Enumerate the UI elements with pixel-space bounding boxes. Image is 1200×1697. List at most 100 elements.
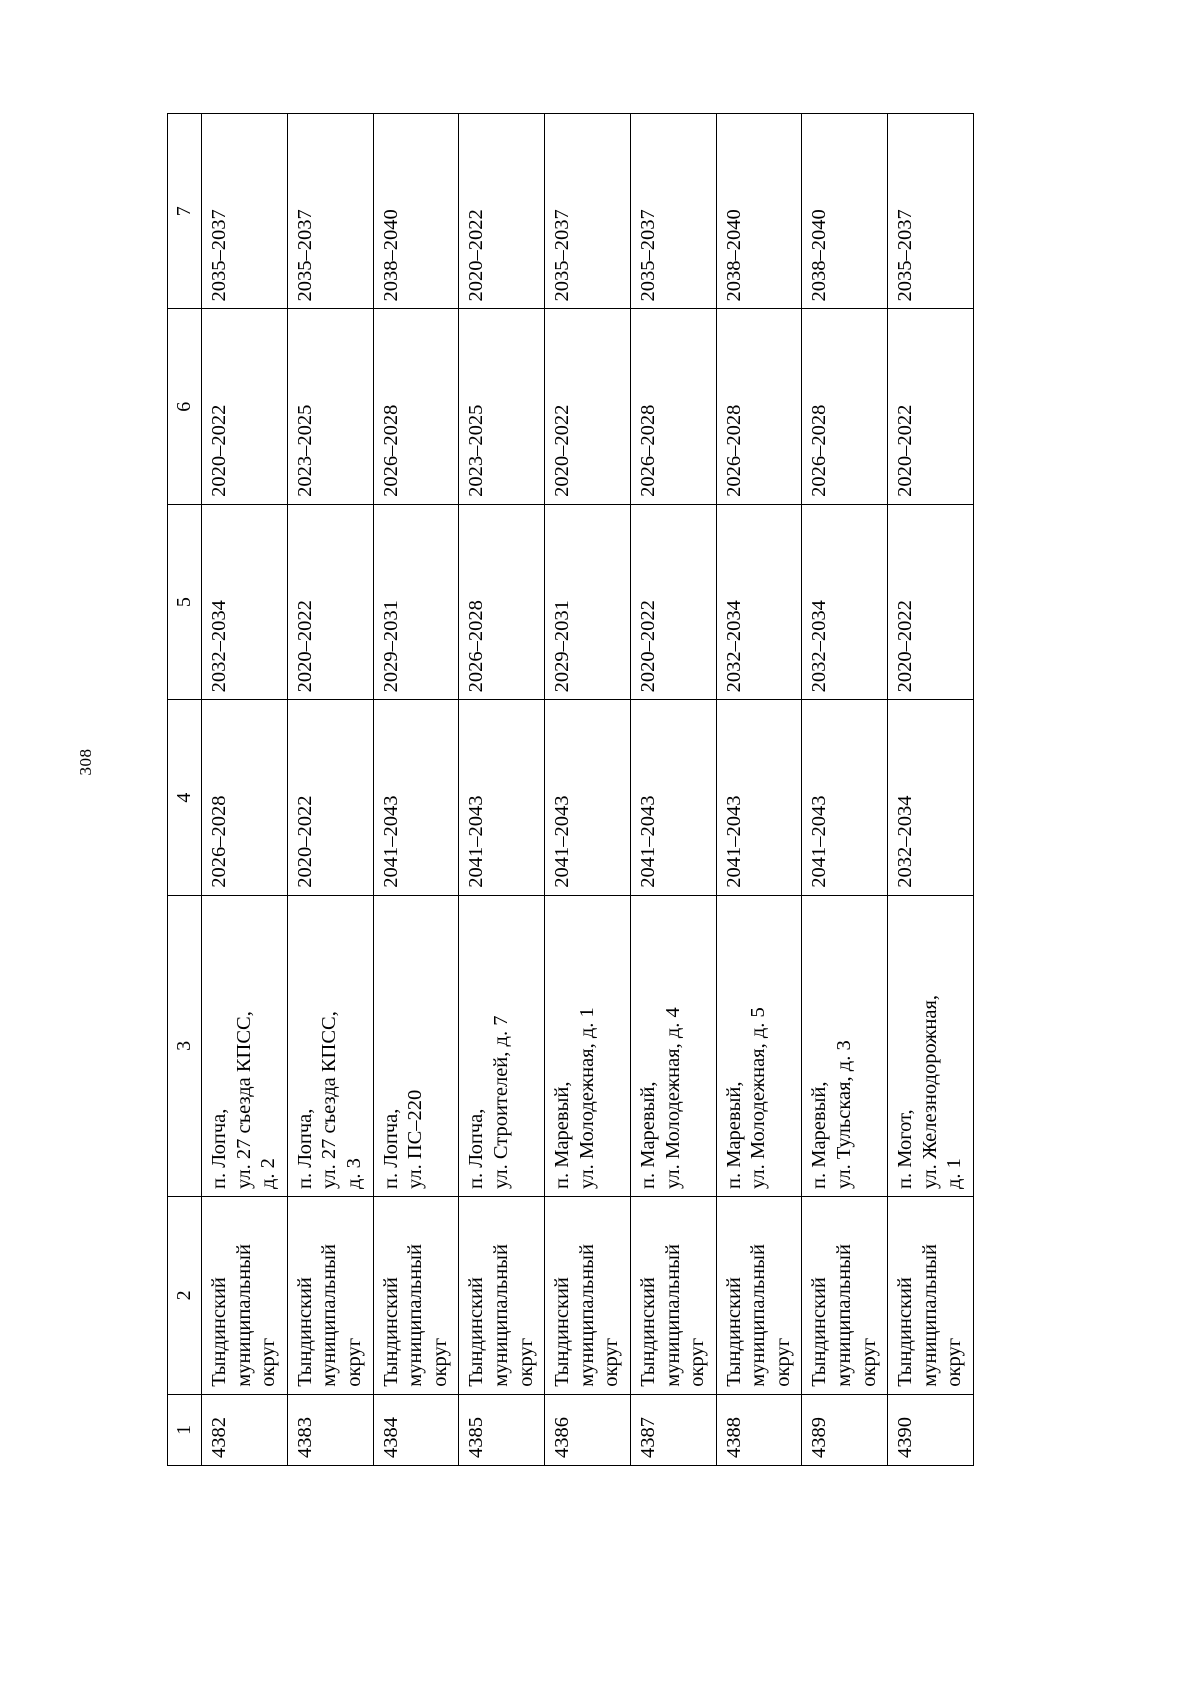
period-cell-7: 2035–2037 bbox=[887, 113, 974, 309]
period-cell-4: 2041–2043 bbox=[801, 699, 888, 896]
period-cell-6: 2020–2022 bbox=[544, 308, 631, 505]
table-row: 4390 Тындинский муниципальный округ п. Мог… bbox=[887, 113, 974, 1466]
address-cell: п. Маревый, ул. Молодежная, д. 4 bbox=[630, 895, 717, 1197]
period-cell-5: 2026–2028 bbox=[458, 504, 545, 700]
address-line: ул. 27 съезда КПСС, bbox=[232, 1011, 255, 1189]
period-cell-6: 2026–2028 bbox=[801, 308, 888, 505]
period-cell-4: 2041–2043 bbox=[373, 699, 459, 896]
row-id-cell: 4387 bbox=[630, 1394, 717, 1466]
address-line: п. Маревый, bbox=[808, 1081, 831, 1189]
municipality-cell: Тындинский муниципальный округ bbox=[287, 1196, 374, 1395]
period-cell-6: 2020–2022 bbox=[887, 308, 974, 505]
address-cell: п. Маревый, ул. Молодежная, д. 5 bbox=[716, 895, 802, 1197]
row-id-cell: 4388 bbox=[716, 1394, 802, 1466]
column-header-2: 2 bbox=[167, 1196, 202, 1395]
period-cell-5: 2032–2034 bbox=[201, 504, 288, 700]
address-line: д. 2 bbox=[257, 1158, 280, 1189]
address-cell: п. Маревый, ул. Молодежная, д. 1 bbox=[544, 895, 631, 1197]
address-line: ул. Молодежная, д. 1 bbox=[575, 1007, 598, 1189]
period-cell-5: 2032–2034 bbox=[801, 504, 888, 700]
table-row: 4389 Тындинский муниципальный округ п. Мар… bbox=[801, 113, 888, 1466]
table-row: 4387 Тындинский муниципальный округ п. Мар… bbox=[630, 113, 717, 1466]
period-cell-4: 2020–2022 bbox=[287, 699, 374, 896]
address-line: ул. ПС–220 bbox=[404, 1089, 427, 1189]
row-id-cell: 4382 bbox=[201, 1394, 288, 1466]
address-line: ул. 27 съезда КПСС, bbox=[318, 1011, 341, 1189]
period-cell-7: 2035–2037 bbox=[287, 113, 374, 309]
period-cell-4: 2032–2034 bbox=[887, 699, 974, 896]
period-cell-5: 2029–2031 bbox=[544, 504, 631, 700]
row-id-cell: 4384 bbox=[373, 1394, 459, 1466]
address-line: ул. Железнодорожная, bbox=[918, 994, 941, 1189]
table-row: 4383 Тындинский муниципальный округ п. Лоп… bbox=[287, 113, 374, 1466]
period-cell-7: 2038–2040 bbox=[801, 113, 888, 309]
rotated-table-wrapper: 1 2 3 4 5 6 7 4382 Тындинский муниципальный окру… bbox=[167, 113, 1062, 1466]
period-cell-6: 2023–2025 bbox=[287, 308, 374, 505]
period-cell-5: 2032–2034 bbox=[716, 504, 802, 700]
period-cell-7: 2035–2037 bbox=[630, 113, 717, 309]
period-cell-7: 2035–2037 bbox=[201, 113, 288, 309]
period-cell-6: 2020–2022 bbox=[201, 308, 288, 505]
period-cell-4: 2041–2043 bbox=[630, 699, 717, 896]
address-line: п. Лопча, bbox=[293, 1108, 316, 1189]
column-header-1: 1 bbox=[167, 1394, 202, 1466]
period-cell-7: 2038–2040 bbox=[716, 113, 802, 309]
row-id-cell: 4390 bbox=[887, 1394, 974, 1466]
period-cell-6: 2026–2028 bbox=[373, 308, 459, 505]
period-cell-4: 2026–2028 bbox=[201, 699, 288, 896]
period-cell-6: 2026–2028 bbox=[716, 308, 802, 505]
municipality-cell: Тындинский муниципальный округ bbox=[630, 1196, 717, 1395]
address-line: п. Маревый, bbox=[551, 1081, 574, 1189]
table-row: 4388 Тындинский муниципальный округ п. Мар… bbox=[716, 113, 802, 1466]
period-cell-4: 2041–2043 bbox=[716, 699, 802, 896]
address-line: ул. Молодежная, д. 4 bbox=[661, 1007, 684, 1189]
address-line: п. Маревый, bbox=[722, 1081, 745, 1189]
table-row: 4386 Тындинский муниципальный округ п. Мар… bbox=[544, 113, 631, 1466]
address-cell: п. Лопча, ул. 27 съезда КПСС, д. 2 bbox=[201, 895, 288, 1197]
table-row: 4385 Тындинский муниципальный округ п. Лоп… bbox=[458, 113, 545, 1466]
address-line: п. Лопча, bbox=[379, 1108, 402, 1189]
row-id-cell: 4383 bbox=[287, 1394, 374, 1466]
period-cell-7: 2038–2040 bbox=[373, 113, 459, 309]
municipality-cell: Тындинский муниципальный округ bbox=[544, 1196, 631, 1395]
period-cell-7: 2035–2037 bbox=[544, 113, 631, 309]
table-row: 4382 Тындинский муниципальный округ п. Лоп… bbox=[201, 113, 288, 1466]
period-cell-5: 2020–2022 bbox=[887, 504, 974, 700]
address-cell: п. Лопча, ул. ПС–220 bbox=[373, 895, 459, 1197]
period-cell-5: 2020–2022 bbox=[287, 504, 374, 700]
period-cell-6: 2023–2025 bbox=[458, 308, 545, 505]
address-line: д. 1 bbox=[943, 1158, 966, 1189]
address-cell: п. Лопча, ул. Строителей, д. 7 bbox=[458, 895, 545, 1197]
table-row: 4384 Тындинский муниципальный округ п. Лоп… bbox=[373, 113, 459, 1466]
page-number: 308 bbox=[76, 748, 95, 776]
address-line: ул. Молодежная, д. 5 bbox=[747, 1007, 770, 1189]
row-id-cell: 4386 bbox=[544, 1394, 631, 1466]
address-cell: п. Лопча, ул. 27 съезда КПСС, д. 3 bbox=[287, 895, 374, 1197]
municipality-cell: Тындинский муниципальный округ bbox=[373, 1196, 459, 1395]
table-body: 1 2 3 4 5 6 7 4382 Тындинский муниципальный окру… bbox=[167, 113, 974, 1466]
address-line: п. Маревый, bbox=[636, 1081, 659, 1189]
row-id-cell: 4385 bbox=[458, 1394, 545, 1466]
period-cell-5: 2020–2022 bbox=[630, 504, 717, 700]
column-header-6: 6 bbox=[167, 308, 202, 505]
municipality-cell: Тындинский муниципальный округ bbox=[887, 1196, 974, 1395]
address-line: ул. Тульская, д. 3 bbox=[833, 1040, 856, 1189]
period-cell-6: 2026–2028 bbox=[630, 308, 717, 505]
column-header-7: 7 bbox=[167, 113, 202, 309]
row-id-cell: 4389 bbox=[801, 1394, 888, 1466]
municipality-cell: Тындинский муниципальный округ bbox=[458, 1196, 545, 1395]
address-cell: п. Маревый, ул. Тульская, д. 3 bbox=[801, 895, 888, 1197]
address-line: п. Могот, bbox=[894, 1109, 917, 1189]
period-cell-4: 2041–2043 bbox=[544, 699, 631, 896]
period-cell-7: 2020–2022 bbox=[458, 113, 545, 309]
column-header-4: 4 bbox=[167, 699, 202, 896]
period-cell-5: 2029–2031 bbox=[373, 504, 459, 700]
municipality-cell: Тындинский муниципальный округ bbox=[201, 1196, 288, 1395]
address-line: п. Лопча, bbox=[465, 1108, 488, 1189]
column-header-5: 5 bbox=[167, 504, 202, 700]
municipality-cell: Тындинский муниципальный округ bbox=[801, 1196, 888, 1395]
address-line: п. Лопча, bbox=[208, 1108, 230, 1189]
column-header-3: 3 bbox=[167, 895, 202, 1197]
address-line: д. 3 bbox=[342, 1158, 365, 1189]
